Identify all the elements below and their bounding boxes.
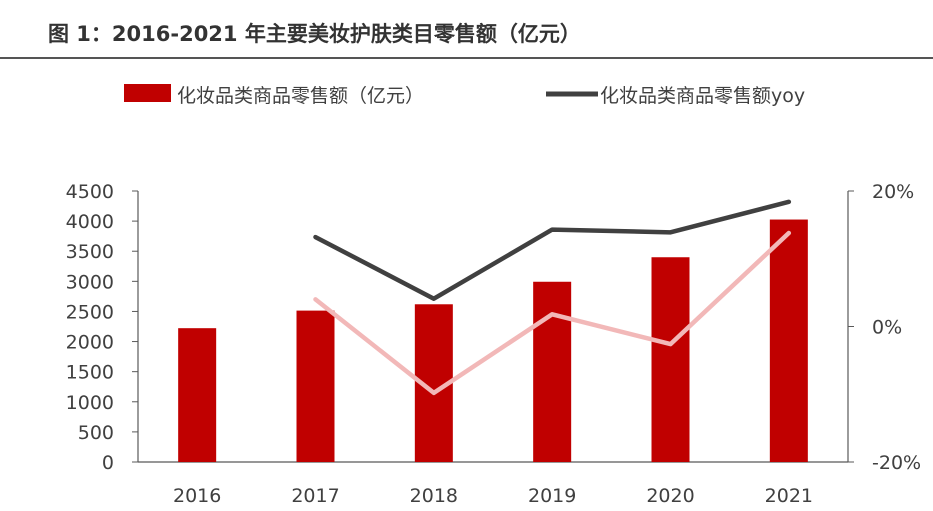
legend-label: 化妆品类商品零售额（亿元）: [177, 85, 424, 107]
bar: [178, 328, 217, 462]
y-left-tick-label: 3000: [66, 271, 114, 293]
legend: 化妆品类商品零售额（亿元） 化妆品类商品零售额yoy: [124, 84, 805, 107]
bars: [178, 219, 808, 462]
y-left-tick-label: 1500: [66, 362, 114, 384]
y-left-tick-label: 3500: [66, 241, 114, 263]
x-tick-label: 2016: [173, 485, 221, 507]
legend-label: 化妆品类商品零售额yoy: [600, 85, 805, 107]
legend-swatch-bar: [124, 84, 171, 102]
title-rule: [0, 57, 933, 59]
y-left-tick-label: 500: [78, 422, 114, 444]
y-left-tick-label: 4500: [66, 181, 114, 203]
x-tick-label: 2019: [528, 485, 576, 507]
x-tick-label: 2021: [765, 485, 813, 507]
bar: [769, 219, 808, 462]
y-left-tick-label: 0: [102, 452, 114, 474]
y-left-tick-label: 1000: [66, 392, 114, 414]
lines: [313, 199, 792, 396]
figure-title: 图 1：2016-2021 年主要美妆护肤类目零售额（亿元）: [48, 22, 581, 46]
series-line: [313, 230, 792, 396]
x-tick-label: 2020: [646, 485, 694, 507]
bar: [296, 310, 335, 462]
bar: [533, 281, 572, 462]
y-right-tick-label: 0%: [872, 317, 902, 339]
bar: [651, 257, 690, 462]
x-tick-label: 2018: [410, 485, 458, 507]
y-left-tick-label: 2500: [66, 301, 114, 323]
axes: 0 500 1000 1500 2000 2500 3000 3500 4000 4500 -20%…: [66, 181, 921, 507]
y-right-tick-label: -20%: [872, 452, 921, 474]
series-line: [313, 199, 792, 301]
x-tick-label: 2017: [291, 485, 339, 507]
y-left-tick-label: 2000: [66, 332, 114, 354]
y-right-tick-label: 20%: [872, 181, 914, 203]
y-left-tick-label: 4000: [66, 211, 114, 233]
